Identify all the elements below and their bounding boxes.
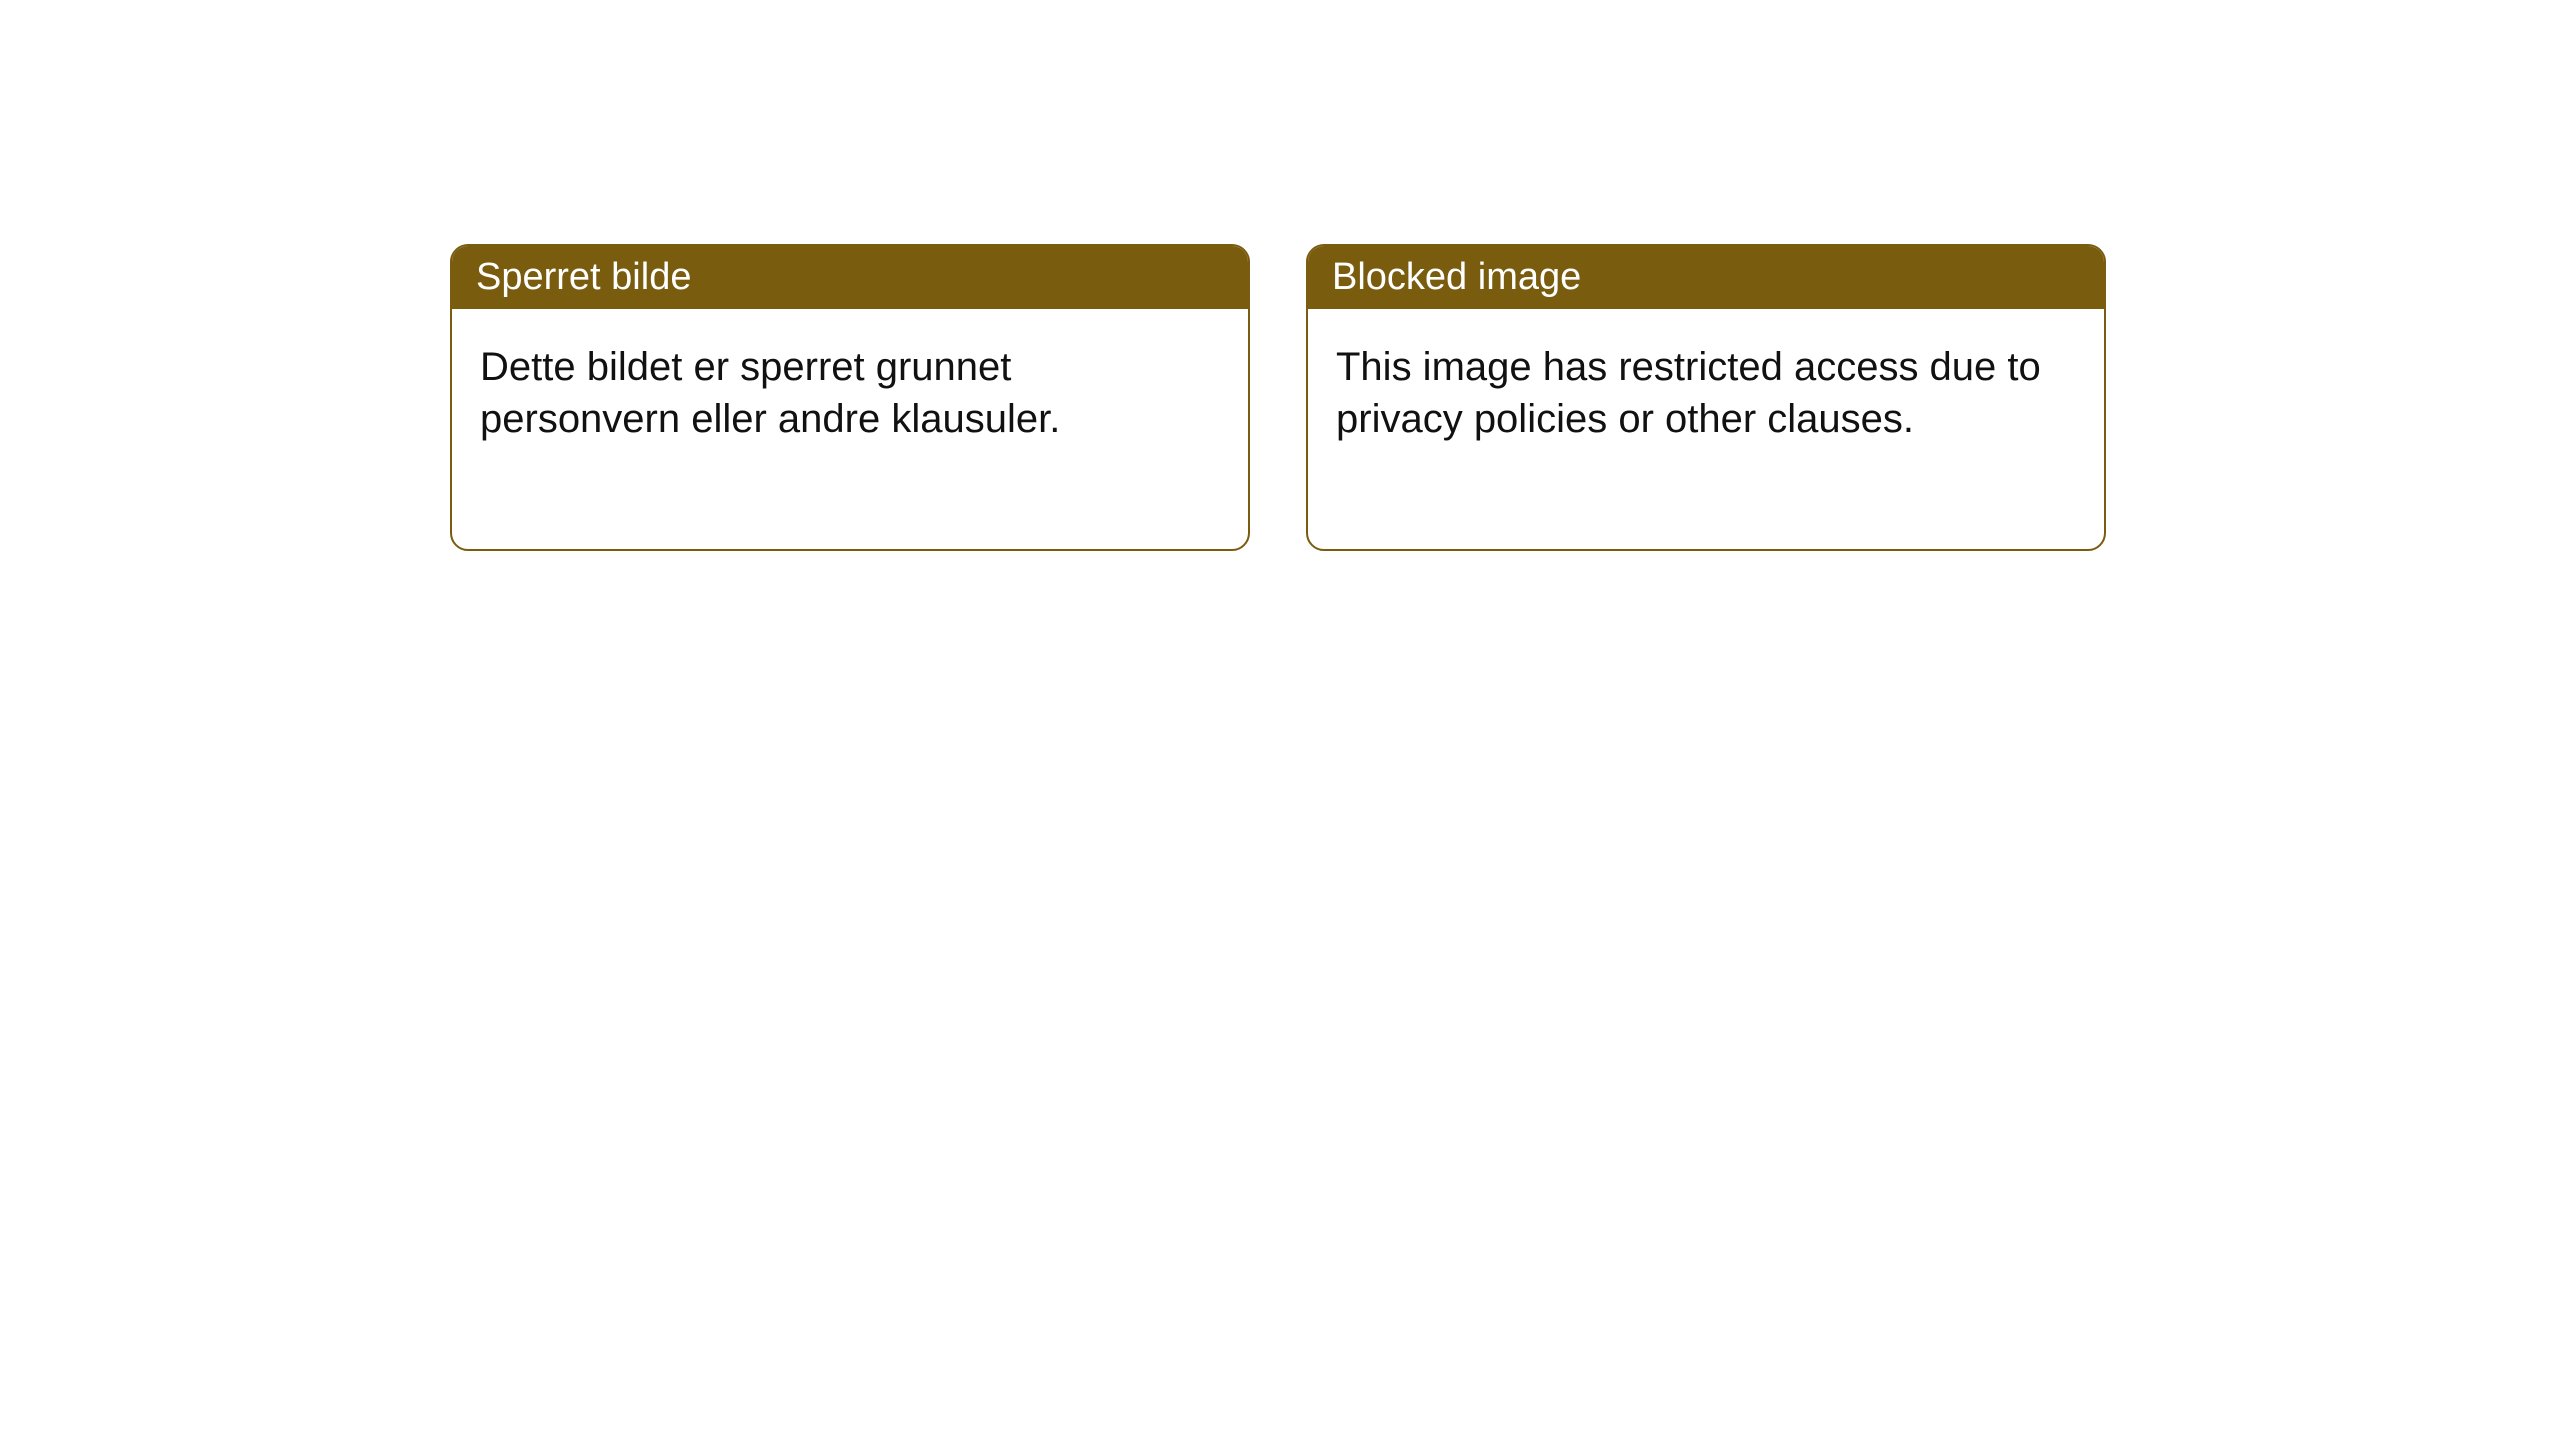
blocked-image-card-no: Sperret bilde Dette bildet er sperret gr…	[450, 244, 1250, 551]
card-header-en: Blocked image	[1308, 246, 2104, 309]
card-title-en: Blocked image	[1332, 256, 1581, 298]
card-message-en: This image has restricted access due to …	[1336, 345, 2041, 441]
card-header-no: Sperret bilde	[452, 246, 1248, 309]
card-body-no: Dette bildet er sperret grunnet personve…	[452, 309, 1248, 549]
card-message-no: Dette bildet er sperret grunnet personve…	[480, 345, 1060, 441]
card-title-no: Sperret bilde	[476, 256, 691, 298]
blocked-image-cards-container: Sperret bilde Dette bildet er sperret gr…	[450, 244, 2106, 551]
card-body-en: This image has restricted access due to …	[1308, 309, 2104, 549]
blocked-image-card-en: Blocked image This image has restricted …	[1306, 244, 2106, 551]
